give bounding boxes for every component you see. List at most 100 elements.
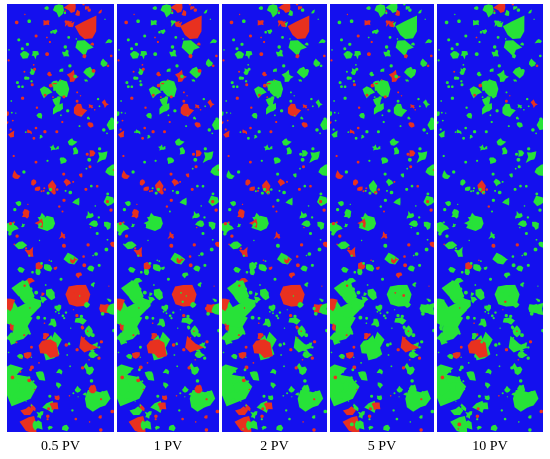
green-phase-speck xyxy=(529,312,534,316)
green-phase-speck xyxy=(90,184,93,188)
green-phase-speck xyxy=(365,316,368,320)
red-phase-speck xyxy=(310,356,314,360)
green-phase-speck xyxy=(106,238,109,241)
red-phase-speck xyxy=(161,192,164,195)
red-phase-blob xyxy=(353,179,359,186)
red-phase-speck xyxy=(263,83,267,88)
red-phase-blob xyxy=(238,352,247,359)
green-phase-blob xyxy=(222,222,230,233)
green-phase-blob xyxy=(106,298,112,302)
green-phase-blob xyxy=(319,303,327,315)
red-phase-speck xyxy=(132,70,135,73)
green-phase-blob xyxy=(337,201,344,207)
green-phase-speck xyxy=(253,239,255,242)
green-phase-speck xyxy=(383,172,387,176)
green-phase-speck xyxy=(79,314,83,318)
green-phase-speck xyxy=(426,192,430,196)
green-phase-speck xyxy=(270,96,275,100)
green-phase-speck xyxy=(234,370,237,373)
red-phase-blob xyxy=(98,9,102,14)
red-phase-speck xyxy=(352,365,357,370)
green-phase-blob xyxy=(483,79,499,98)
green-phase-blob xyxy=(331,130,338,138)
red-phase-speck xyxy=(211,200,215,204)
green-phase-blob xyxy=(464,186,471,191)
green-phase-speck xyxy=(355,67,359,71)
green-phase-speck xyxy=(480,340,483,344)
green-phase-blob xyxy=(473,264,482,272)
green-phase-speck xyxy=(162,310,165,313)
green-phase-blob xyxy=(288,40,307,57)
red-phase-speck xyxy=(229,20,234,25)
green-phase-blob xyxy=(252,212,260,222)
green-phase-speck xyxy=(55,305,59,309)
green-phase-speck xyxy=(71,409,74,412)
green-phase-blob xyxy=(395,15,417,39)
green-phase-speck xyxy=(510,366,514,370)
green-phase-speck xyxy=(507,125,510,128)
green-phase-speck xyxy=(438,49,440,51)
green-phase-blob xyxy=(301,220,311,227)
green-phase-speck xyxy=(64,189,67,192)
green-phase-blob xyxy=(446,381,457,393)
green-phase-speck xyxy=(291,396,293,398)
green-phase-speck xyxy=(90,333,95,338)
green-phase-speck xyxy=(71,257,74,260)
green-phase-blob xyxy=(360,212,369,222)
green-phase-speck xyxy=(400,43,405,48)
green-phase-blob xyxy=(128,266,136,273)
green-phase-speck xyxy=(384,55,387,57)
red-phase-speck xyxy=(32,64,35,66)
red-phase-speck xyxy=(244,345,248,349)
red-phase-blob xyxy=(330,121,332,125)
red-phase-blob xyxy=(156,71,162,77)
red-phase-speck xyxy=(241,378,246,383)
red-phase-speck xyxy=(393,180,396,183)
green-phase-speck xyxy=(95,342,98,344)
green-phase-blob xyxy=(533,195,543,207)
red-phase-speck xyxy=(478,83,483,88)
pore-background xyxy=(330,4,434,432)
green-phase-speck xyxy=(494,189,497,192)
green-phase-speck xyxy=(134,42,138,46)
green-phase-speck xyxy=(368,418,371,421)
green-phase-speck xyxy=(417,97,420,101)
green-phase-blob xyxy=(19,51,30,59)
green-phase-speck xyxy=(447,38,451,42)
red-phase-speck xyxy=(235,96,239,100)
green-phase-speck xyxy=(389,64,393,68)
green-phase-speck xyxy=(140,270,143,274)
green-phase-speck xyxy=(395,417,399,421)
green-phase-speck xyxy=(418,216,421,219)
green-phase-speck xyxy=(394,309,396,311)
green-phase-blob xyxy=(209,39,218,44)
red-phase-speck xyxy=(91,69,96,73)
green-phase-blob xyxy=(513,5,518,10)
red-phase-speck xyxy=(99,306,103,311)
green-phase-blob xyxy=(317,221,325,230)
green-phase-speck xyxy=(469,262,473,265)
green-phase-blob xyxy=(357,411,365,419)
red-phase-speck xyxy=(30,365,34,370)
green-phase-speck xyxy=(168,210,171,213)
green-phase-speck xyxy=(273,157,278,162)
red-phase-speck xyxy=(258,322,260,325)
red-phase-speck xyxy=(194,165,198,169)
red-phase-speck xyxy=(443,243,445,246)
red-phase-speck xyxy=(168,120,171,124)
green-phase-speck xyxy=(48,187,53,192)
green-phase-speck xyxy=(151,316,155,320)
red-phase-speck xyxy=(227,221,230,224)
green-phase-blob xyxy=(286,147,292,155)
green-phase-speck xyxy=(154,159,157,162)
green-phase-speck xyxy=(215,170,219,174)
green-phase-speck xyxy=(519,226,521,229)
red-phase-speck xyxy=(335,221,338,224)
green-phase-speck xyxy=(122,208,126,212)
green-phase-blob xyxy=(300,265,308,272)
green-phase-blob xyxy=(311,415,316,419)
green-phase-speck xyxy=(323,117,327,121)
green-phase-blob xyxy=(427,119,434,131)
green-phase-speck xyxy=(523,252,528,256)
green-phase-blob xyxy=(83,66,95,79)
